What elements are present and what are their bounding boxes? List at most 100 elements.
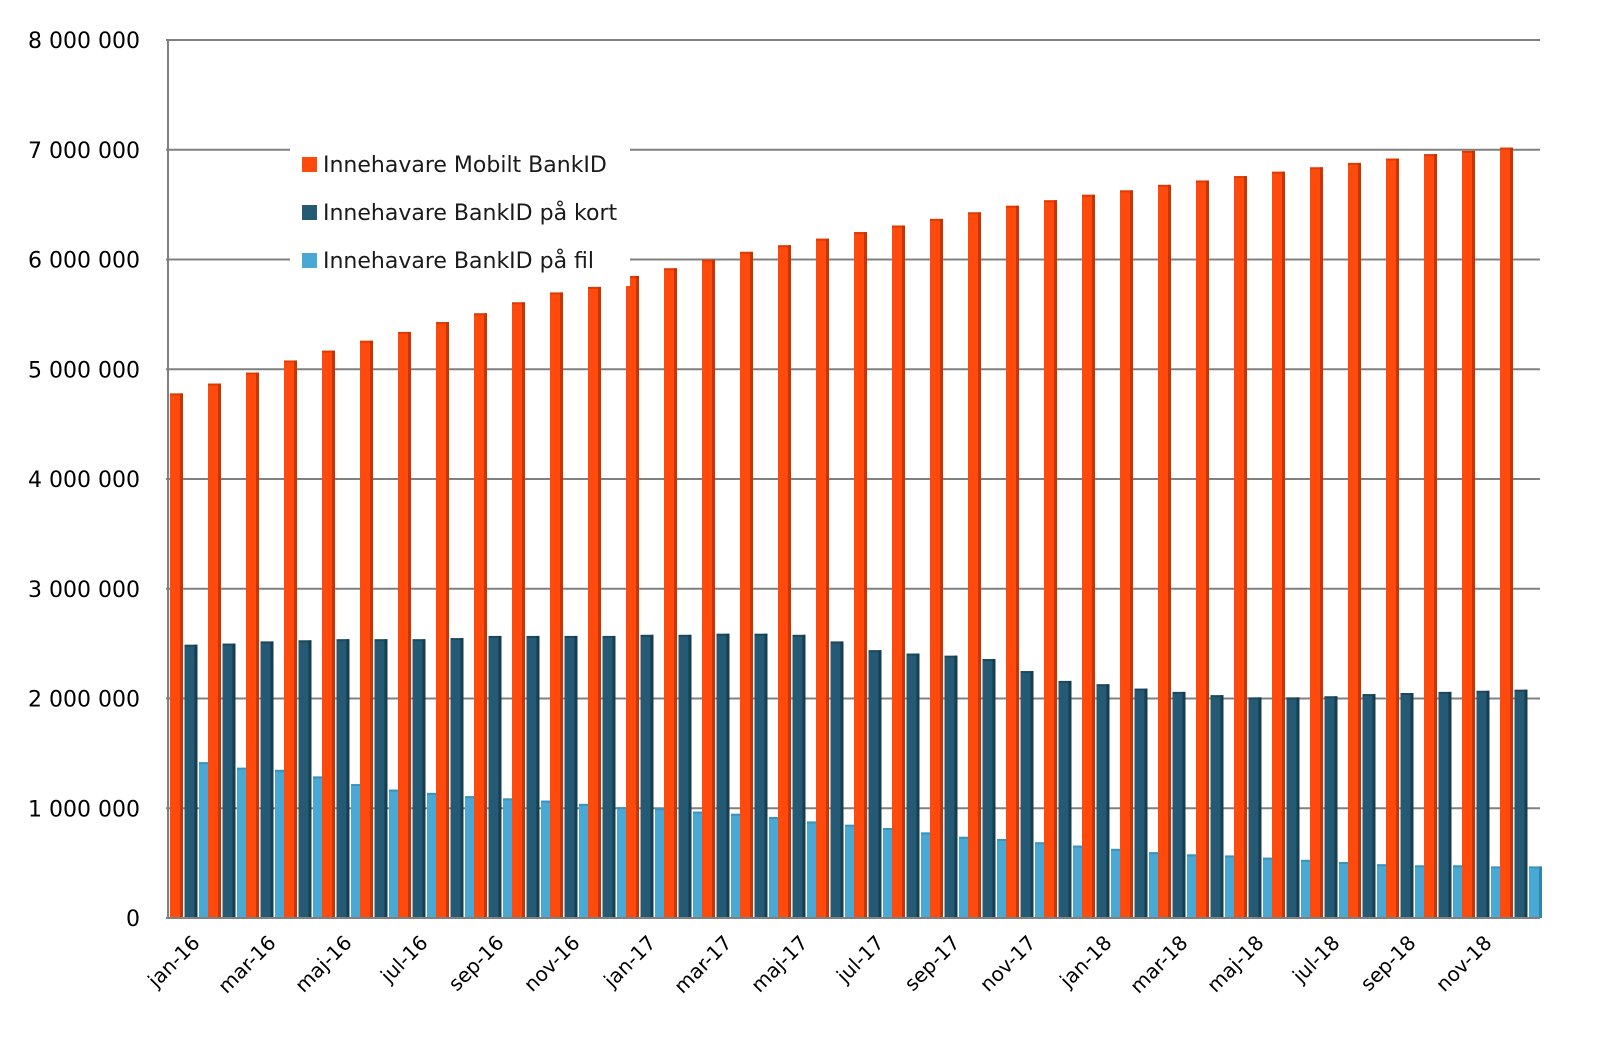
legend-box [290,136,630,286]
bar [246,372,259,919]
bar-face [322,350,335,918]
bar-side [954,655,958,918]
bar-top [550,292,563,295]
bar-top [1386,158,1399,161]
bar-top [1120,190,1133,193]
bar-top [1006,205,1019,208]
bar-face [336,639,350,918]
bar [830,641,844,918]
bar [1082,194,1095,918]
bar-face [360,340,373,919]
bar-side [194,644,198,918]
bar-face [830,641,844,918]
bar-side [1016,205,1019,918]
bar-side [256,372,259,919]
bar-side [1068,680,1072,918]
bar-top [1263,857,1276,860]
bar-top [222,643,236,646]
bar-face [1348,162,1361,919]
bar-face [246,372,259,919]
bar-face [550,292,563,918]
bar-top [816,238,829,241]
bar-face [1400,693,1414,918]
x-tick-label: jan-18 [1054,931,1116,993]
bar-face [816,238,829,918]
bar-face [298,640,312,918]
x-tick-label: jul-18 [1287,931,1345,989]
bar-top [412,639,426,642]
bar-face [1310,167,1323,918]
bar-top [883,828,896,831]
bar-face [1120,190,1133,919]
bar [1310,167,1323,918]
bar-face [626,275,639,918]
bar [1020,671,1034,918]
bar-top [892,225,905,228]
bar-face [588,286,601,918]
bar-top [564,635,578,638]
bar-top [1453,865,1466,868]
bar-top [1158,184,1171,187]
bar-face [664,268,677,918]
bar-face [716,633,730,918]
bar [740,251,753,918]
bar [1476,690,1490,918]
x-axis: jan-16 mar-16 maj-16 jul-16 sep-16 nov-16 jan-… [142,917,1540,998]
bar-side [536,635,540,918]
bar-side [1144,688,1148,918]
bar-top [906,653,920,656]
bar-top [1248,697,1262,700]
bar-side [802,634,806,918]
bar-side [1258,697,1262,918]
y-tick-label: 7 000 000 [28,139,140,164]
bar-top [868,650,882,653]
bar-top [208,383,221,386]
legend-label: Innehavare BankID på kort [323,200,618,226]
x-tick-label: sep-18 [1355,931,1420,996]
bar [526,635,540,918]
bar-side [1244,176,1247,919]
bar-top [313,776,326,779]
bar-face [1386,158,1399,918]
bar-top [237,767,250,770]
bar-face [1362,694,1376,918]
bar-face [678,634,692,918]
bar-face [450,638,464,918]
bar-top [474,313,487,316]
bar-top [1082,194,1095,197]
bar-side [1396,158,1399,918]
bar-face [170,393,183,918]
x-tick-label: maj-18 [1202,931,1268,997]
bar-top [284,360,297,363]
bar [1362,694,1376,918]
bar-top [1286,697,1300,700]
bar-side [1510,147,1513,918]
bar-side [460,638,464,918]
y-tick-label: 2 000 000 [28,688,140,713]
bar-top [374,639,388,642]
bar-face [1020,671,1034,918]
bar-side [1296,697,1300,918]
bar-top [588,286,601,289]
bar-face [1196,180,1209,919]
bar-top [792,634,806,637]
bar-top [322,350,335,353]
bar [1348,162,1361,919]
bar-face [868,650,882,918]
bar [1514,689,1528,918]
bar-side [864,232,867,918]
bar [968,212,981,918]
bar-top [1073,845,1086,848]
bar-face [208,383,221,919]
bar [678,634,692,918]
bar-side [650,634,654,918]
bar-top [1400,693,1414,696]
x-tick-label: nov-18 [1431,931,1497,997]
bar-top [1225,855,1238,858]
bar-side [1092,194,1095,918]
bar [488,635,502,918]
bar-side [940,218,943,918]
bar-side [598,286,601,918]
bar-side [1358,162,1361,919]
bar-top [1377,864,1390,867]
